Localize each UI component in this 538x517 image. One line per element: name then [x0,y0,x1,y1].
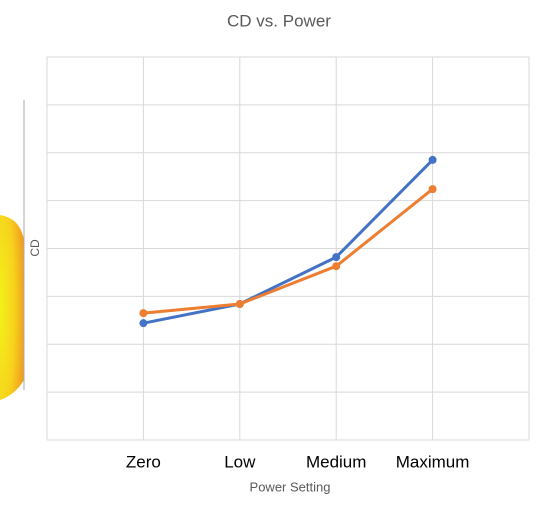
x-tick-label: Low [224,452,256,471]
series-line [143,158,434,325]
x-tick-label: Zero [126,452,161,471]
data-point [332,262,341,271]
data-point [332,253,341,262]
chart-title: CD vs. Power [227,11,331,30]
series-line [143,187,434,315]
data-point [139,319,148,328]
x-tick-label: Medium [306,452,366,471]
y-axis-title: CD [28,239,42,257]
data-point [139,309,148,318]
data-point [428,155,437,164]
data-point [235,300,244,309]
x-axis-title: Power Setting [250,479,331,494]
x-tick-label: Maximum [396,452,470,471]
data-point [428,185,437,194]
background-shape [0,215,24,400]
